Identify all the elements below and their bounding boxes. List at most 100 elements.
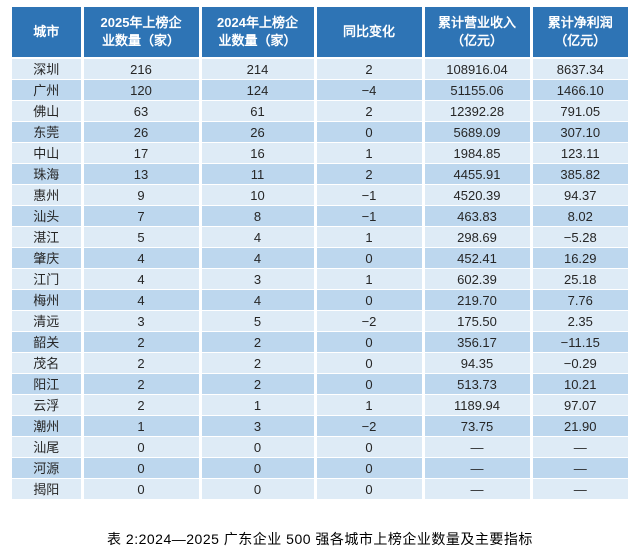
- value-cell: 1466.10: [531, 79, 628, 101]
- table-row: 阳江 2 2 0 513.73 10.21: [12, 373, 628, 395]
- table-row: 佛山 63 61 2 12392.28 791.05: [12, 100, 628, 122]
- value-cell: 0: [200, 436, 317, 458]
- table-row: 茂名 2 2 0 94.35 −0.29: [12, 352, 628, 374]
- value-cell: 0: [315, 457, 425, 479]
- value-cell: 3: [200, 268, 317, 290]
- city-cell: 珠海: [12, 163, 84, 185]
- value-cell: 61: [200, 100, 317, 122]
- value-cell: 0: [315, 247, 425, 269]
- value-cell: 7.76: [531, 289, 628, 311]
- city-cell: 湛江: [12, 226, 84, 248]
- value-cell: 1: [315, 226, 425, 248]
- city-cell: 茂名: [12, 352, 84, 374]
- value-cell: 1: [200, 394, 317, 416]
- value-cell: 2: [200, 373, 317, 395]
- value-cell: 4455.91: [423, 163, 533, 185]
- value-cell: 8.02: [531, 205, 628, 227]
- value-cell: 0: [82, 457, 202, 479]
- value-cell: 73.75: [423, 415, 533, 437]
- value-cell: 108916.04: [423, 58, 533, 80]
- value-cell: 4520.39: [423, 184, 533, 206]
- value-cell: 97.07: [531, 394, 628, 416]
- table-row: 湛江 5 4 1 298.69 −5.28: [12, 226, 628, 248]
- value-cell: 2.35: [531, 310, 628, 332]
- value-cell: 2: [315, 100, 425, 122]
- city-cell: 韶关: [12, 331, 84, 353]
- value-cell: 5: [82, 226, 202, 248]
- table-row: 东莞 26 26 0 5689.09 307.10: [12, 121, 628, 143]
- value-cell: 8: [200, 205, 317, 227]
- value-cell: 0: [315, 121, 425, 143]
- value-cell: 385.82: [531, 163, 628, 185]
- table-row: 广州 120 124 −4 51155.06 1466.10: [12, 79, 628, 101]
- value-cell: 463.83: [423, 205, 533, 227]
- value-cell: 298.69: [423, 226, 533, 248]
- value-cell: 63: [82, 100, 202, 122]
- table-row: 汕尾 0 0 0— —: [12, 436, 628, 458]
- city-cell: 河源: [12, 457, 84, 479]
- table-row: 肇庆 4 4 0 452.41 16.29: [12, 247, 628, 269]
- city-cell: 汕尾: [12, 436, 84, 458]
- table-row: 江门 4 3 1 602.39 25.18: [12, 268, 628, 290]
- table-row: 梅州 4 4 0 219.70 7.76: [12, 289, 628, 311]
- table-header: 城市 2025年上榜企 业数量（家） 2024年上榜企 业数量（家） 同比变化 累计营业…: [12, 7, 628, 59]
- value-cell: 5: [200, 310, 317, 332]
- value-cell: 3: [82, 310, 202, 332]
- table-row: 韶关 2 2 0 356.17 −11.15: [12, 331, 628, 353]
- value-cell: −0.29: [531, 352, 628, 374]
- value-cell: 4: [200, 289, 317, 311]
- value-cell: 25.18: [531, 268, 628, 290]
- city-cell: 中山: [12, 142, 84, 164]
- value-cell: −4: [315, 79, 425, 101]
- value-cell: −5.28: [531, 226, 628, 248]
- city-cell: 梅州: [12, 289, 84, 311]
- table-row: 汕头 7 8 −1 463.83 8.02: [12, 205, 628, 227]
- value-cell: 216: [82, 58, 202, 80]
- column-header: 城市: [12, 7, 84, 59]
- value-cell: 0: [82, 436, 202, 458]
- city-cell: 清远: [12, 310, 84, 332]
- city-cell: 江门: [12, 268, 84, 290]
- value-cell: 1: [82, 415, 202, 437]
- city-cell: 深圳: [12, 58, 84, 80]
- table-row: 清远 3 5 −2 175.50 2.35: [12, 310, 628, 332]
- city-cell: 揭阳: [12, 478, 84, 500]
- value-cell: 124: [200, 79, 317, 101]
- value-cell: 2: [82, 352, 202, 374]
- value-cell: −1: [315, 184, 425, 206]
- table-row: 河源 0 0 0— —: [12, 457, 628, 479]
- value-cell: 123.11: [531, 142, 628, 164]
- value-cell: 94.37: [531, 184, 628, 206]
- table-body: 深圳 216 214 2 108916.04 8637.34 广州 120 124 −4 51155…: [12, 58, 628, 500]
- value-cell: 2: [82, 373, 202, 395]
- value-cell: 0: [200, 457, 317, 479]
- value-cell: 21.90: [531, 415, 628, 437]
- table-row: 潮州 1 3 −2 73.75 21.90: [12, 415, 628, 437]
- value-cell: 10.21: [531, 373, 628, 395]
- value-cell: 791.05: [531, 100, 628, 122]
- value-cell: 3: [200, 415, 317, 437]
- value-cell: 120: [82, 79, 202, 101]
- value-cell: —: [531, 436, 628, 458]
- value-cell: —: [531, 457, 628, 479]
- city-cell: 云浮: [12, 394, 84, 416]
- value-cell: −2: [315, 415, 425, 437]
- value-cell: 16.29: [531, 247, 628, 269]
- value-cell: 2: [82, 394, 202, 416]
- value-cell: 513.73: [423, 373, 533, 395]
- value-cell: 7: [82, 205, 202, 227]
- value-cell: 26: [82, 121, 202, 143]
- value-cell: 11: [200, 163, 317, 185]
- value-cell: 175.50: [423, 310, 533, 332]
- table-row: 惠州 9 10 −1 4520.39 94.37: [12, 184, 628, 206]
- city-cell: 惠州: [12, 184, 84, 206]
- value-cell: 1189.94: [423, 394, 533, 416]
- value-cell: 4: [82, 289, 202, 311]
- value-cell: 94.35: [423, 352, 533, 374]
- value-cell: 0: [315, 478, 425, 500]
- value-cell: 356.17: [423, 331, 533, 353]
- value-cell: 8637.34: [531, 58, 628, 80]
- city-cell: 潮州: [12, 415, 84, 437]
- value-cell: —: [423, 436, 533, 458]
- value-cell: 4: [82, 247, 202, 269]
